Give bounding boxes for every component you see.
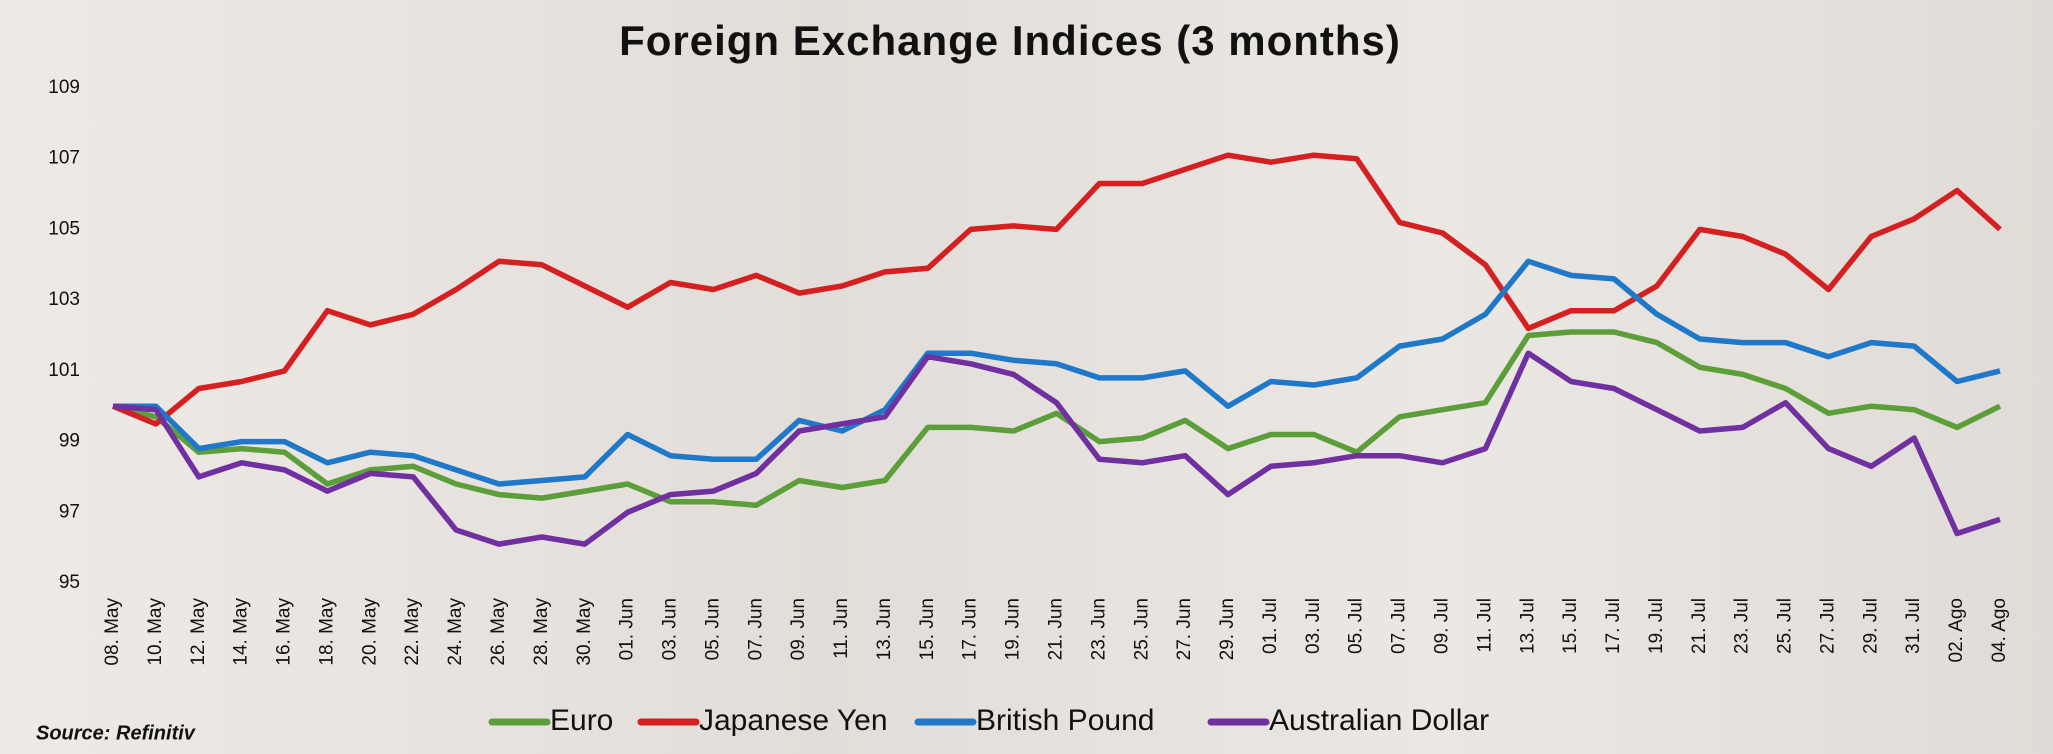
source: Source: Refinitiv — [36, 722, 197, 744]
y-tick-label: 97 — [59, 501, 80, 522]
x-tick-label: 14. May — [231, 598, 252, 666]
y-tick-label: 109 — [48, 77, 80, 98]
x-tick-label: 21. Jun — [1046, 598, 1067, 660]
x-tick-label: 20. May — [359, 598, 380, 666]
chart-title: Foreign Exchange Indices (3 months) — [619, 17, 1401, 64]
x-tick-label: 31. Jul — [1903, 598, 1924, 654]
x-tick-label: 23. Jun — [1088, 598, 1109, 660]
x-tick-label: 09. Jul — [1431, 598, 1452, 654]
x-tick-label: 03. Jun — [660, 598, 681, 660]
x-tick-label: 27. Jun — [1174, 598, 1195, 660]
x-tick-label: 10. May — [145, 598, 166, 666]
x-tick-label: 05. Jun — [702, 598, 723, 660]
y-tick-label: 99 — [59, 431, 80, 452]
x-tick-label: 15. Jun — [917, 598, 938, 660]
x-tick-label: 21. Jul — [1689, 598, 1710, 654]
x-tick-label: 11. Jun — [831, 598, 852, 659]
x-tick-label: 07. Jul — [1389, 598, 1410, 654]
x-tick-label: 12. May — [188, 598, 209, 666]
y-tick-label: 105 — [48, 218, 80, 239]
x-tick-label: 27. Jul — [1817, 598, 1838, 654]
x-tick-label: 26. May — [488, 598, 509, 666]
x-tick-label: 13. Jun — [874, 598, 895, 660]
x-tick-label: 17. Jun — [960, 598, 981, 660]
x-tick-label: 25. Jun — [1131, 598, 1152, 660]
x-tick-label: 03. Jul — [1303, 598, 1324, 654]
y-tick-label: 103 — [48, 289, 80, 310]
series-line — [113, 332, 2000, 505]
x-tick-label: 01. Jun — [617, 598, 638, 660]
x-tick-label: 07. Jun — [745, 598, 766, 660]
x-tick-label: 13. Jul — [1517, 598, 1538, 654]
x-tick-label: 28. May — [531, 598, 552, 666]
x-tick-label: 16. May — [274, 598, 295, 666]
x-tick-label: 30. May — [574, 598, 595, 666]
x-tick-label: 02. Ago — [1946, 598, 1967, 662]
x-tick-label: 19. Jun — [1003, 598, 1024, 660]
x-tick-label: 23. Jul — [1732, 598, 1753, 654]
x-tick-label: 04. Ago — [1989, 598, 2010, 662]
legend-label: Australian Dollar — [1269, 704, 1489, 737]
x-tick-label: 08. May — [102, 598, 123, 666]
x-tick-label: 17. Jul — [1603, 598, 1624, 654]
series-line — [113, 155, 2000, 424]
x-tick-label: 25. Jul — [1775, 598, 1796, 654]
legend-label: British Pound — [976, 704, 1154, 737]
legend-label: Euro — [550, 704, 613, 737]
x-tick-label: 22. May — [402, 598, 423, 666]
x-tick-label: 11. Jul — [1474, 598, 1495, 653]
y-tick-label: 95 — [59, 572, 80, 593]
x-tick-label: 18. May — [316, 598, 337, 666]
x-tick-label: 05. Jul — [1346, 598, 1367, 654]
y-tick-label: 107 — [48, 148, 80, 169]
x-tick-label: 24. May — [445, 598, 466, 666]
x-tick-label: 19. Jul — [1646, 598, 1667, 654]
y-tick-label: 101 — [48, 360, 80, 381]
series-line — [113, 353, 2000, 544]
x-tick-label: 01. Jul — [1260, 598, 1281, 654]
x-tick-label: 15. Jul — [1560, 598, 1581, 654]
x-tick-label: 09. Jun — [788, 598, 809, 660]
legend-label: Japanese Yen — [699, 704, 888, 737]
chart: Foreign Exchange Indices (3 months) Sour… — [0, 0, 2053, 754]
x-tick-label: 29. Jul — [1860, 598, 1881, 654]
x-tick-label: 29. Jun — [1217, 598, 1238, 660]
